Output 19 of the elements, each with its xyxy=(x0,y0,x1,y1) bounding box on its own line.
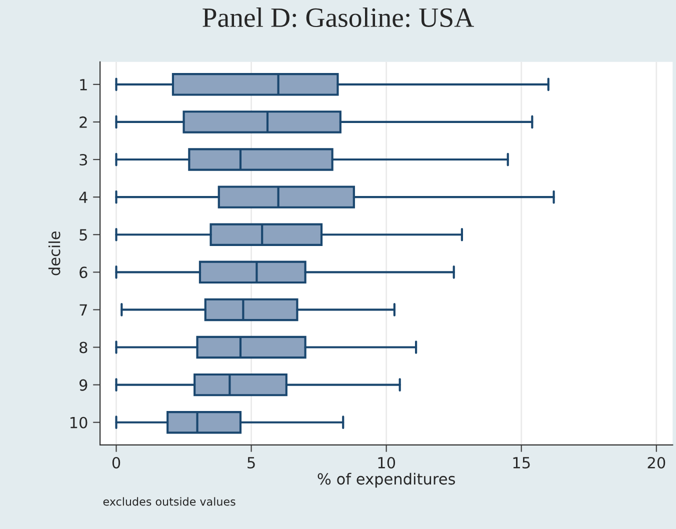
y-tick-label: 1 xyxy=(80,79,87,90)
y-tick-label: 6 xyxy=(80,266,88,278)
x-tick-label: 20 xyxy=(648,456,666,469)
x-tick-label: 10 xyxy=(378,456,396,469)
y-tick-label: 2 xyxy=(80,116,87,128)
y-tick-label: 9 xyxy=(79,379,88,391)
x-axis-title: % of expenditures xyxy=(318,472,455,488)
x-tick-label: 15 xyxy=(513,457,530,469)
y-tick-label: 10 xyxy=(70,416,88,428)
y-tick-label: 5 xyxy=(80,229,87,241)
y-tick-label: 4 xyxy=(79,192,88,203)
text: excludes outside values xyxy=(103,497,236,506)
y-tick-label: 7 xyxy=(80,304,87,316)
y-axis-title: decile xyxy=(48,232,60,276)
chart-title: Panel D: Gasoline: USA xyxy=(202,8,474,28)
y-tick-label: 3 xyxy=(80,154,88,166)
x-tick-label: 0 xyxy=(112,456,120,469)
y-tick-label: 8 xyxy=(80,342,88,354)
x-tick-label: 5 xyxy=(248,457,255,469)
